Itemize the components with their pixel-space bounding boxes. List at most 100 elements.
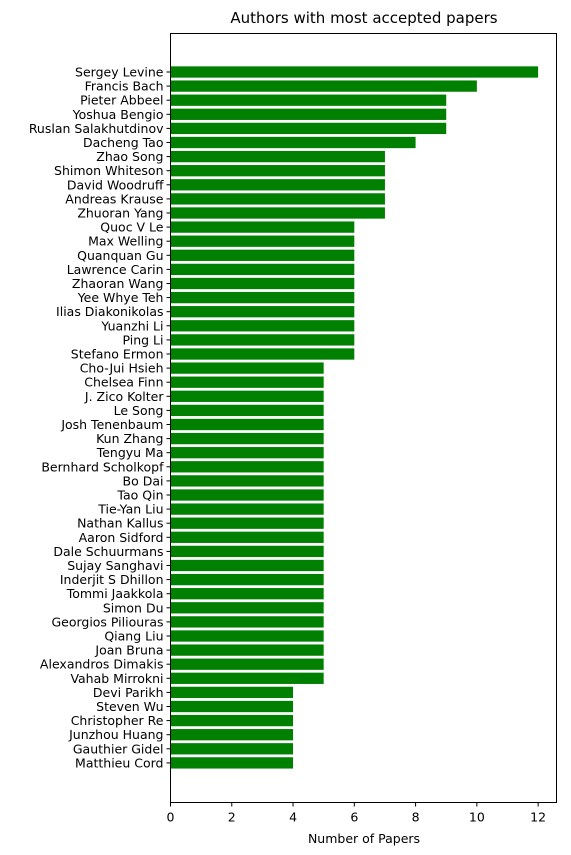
bar xyxy=(170,489,324,501)
x-tick-label: 6 xyxy=(350,810,358,825)
bar xyxy=(170,150,385,163)
y-tick-label: Yee Whye Teh xyxy=(77,290,164,305)
y-tick-label: Andreas Krause xyxy=(65,191,164,206)
y-tick-label: Kun Zhang xyxy=(96,431,163,446)
y-tick-label: Quanquan Gu xyxy=(77,248,163,263)
plot-frame xyxy=(170,33,557,803)
bar xyxy=(170,376,324,388)
bar xyxy=(170,531,324,543)
bar xyxy=(170,517,324,529)
y-tick-label: Stefano Ermon xyxy=(71,347,164,362)
y-tick-label: Tie-Yan Liu xyxy=(97,502,163,517)
bar xyxy=(170,66,539,78)
y-tick-label: Ruslan Salakhutdinov xyxy=(29,121,164,136)
bar xyxy=(170,136,416,149)
bar xyxy=(170,672,324,684)
bar xyxy=(170,291,355,304)
bar xyxy=(170,235,355,247)
y-tick-label: Junzhou Huang xyxy=(68,727,163,742)
y-tick-label: Yoshua Bengio xyxy=(72,107,164,122)
chart-title: Authors with most accepted papers xyxy=(230,9,497,27)
y-tick-label: Inderjit S Dhillon xyxy=(60,572,164,587)
bar xyxy=(170,306,355,318)
y-tick-label: Zhaoran Wang xyxy=(72,276,164,291)
bar xyxy=(170,221,355,233)
bar xyxy=(170,714,294,727)
y-tick-label: Quoc V Le xyxy=(100,220,164,235)
y-tick-label: Lawrence Carin xyxy=(67,262,164,277)
y-tick-label: Sujay Sanghavi xyxy=(67,558,163,573)
y-tick-label: Chelsea Finn xyxy=(84,375,163,390)
y-tick-label: Nathan Kallus xyxy=(77,516,163,531)
bar xyxy=(170,616,324,628)
bar xyxy=(170,418,324,431)
y-tick-label: Yuanzhi Li xyxy=(100,318,163,333)
bar xyxy=(170,475,324,487)
bar xyxy=(170,348,355,360)
y-tick-label: Christopher Re xyxy=(71,713,164,728)
y-tick-label: Max Welling xyxy=(88,234,163,249)
bar xyxy=(170,94,447,106)
x-ticks: 0 2 4 6 8 10 12 xyxy=(167,802,546,825)
bar xyxy=(170,644,324,656)
y-tick-label: Cho-Jui Hsieh xyxy=(80,361,164,376)
bar xyxy=(170,80,477,92)
y-tick-label: Joan Bruna xyxy=(94,643,163,658)
bar xyxy=(170,602,324,614)
x-tick-label: 4 xyxy=(289,810,297,825)
y-tick-label: Bo Dai xyxy=(123,473,164,488)
y-tick-label: Ping Li xyxy=(122,332,163,347)
bar xyxy=(170,362,324,374)
bar xyxy=(170,165,385,177)
bar xyxy=(170,179,385,191)
bar xyxy=(170,207,385,219)
y-tick-label: Ilias Diakonikolas xyxy=(56,304,163,319)
y-tick-label: Alexandros Dimakis xyxy=(40,657,164,672)
y-tick-label: Sergey Levine xyxy=(75,65,164,80)
y-tick-label: Tao Qin xyxy=(116,488,163,503)
bar xyxy=(170,334,355,346)
bar xyxy=(170,390,324,402)
y-tick-label: Francis Bach xyxy=(85,79,164,94)
y-tick-label: Bernhard Scholkopf xyxy=(41,459,164,474)
bar xyxy=(170,193,385,205)
x-tick-label: 8 xyxy=(412,810,420,825)
bars-group xyxy=(170,66,539,769)
y-tick-label: Devi Parikh xyxy=(93,685,164,700)
bar xyxy=(170,122,447,135)
x-axis-label: Number of Papers xyxy=(308,831,420,846)
bar xyxy=(170,743,294,755)
bar xyxy=(170,277,355,290)
bar xyxy=(170,404,324,417)
y-tick-label: Aaron Sidford xyxy=(79,530,164,545)
y-tick-label: Steven Wu xyxy=(96,699,163,714)
y-tick-label: Shimon Whiteson xyxy=(54,163,163,178)
y-tick-label: Georgios Piliouras xyxy=(51,614,163,629)
x-tick-label: 0 xyxy=(167,810,175,825)
bar xyxy=(170,432,324,445)
bar xyxy=(170,700,294,713)
y-tick-label: Zhao Song xyxy=(96,149,163,164)
y-tick-label: Pieter Abbeel xyxy=(80,93,163,108)
bar xyxy=(170,249,355,261)
y-tick-label: Gauthier Gidel xyxy=(73,741,164,756)
y-tick-label: Josh Tenenbaum xyxy=(60,417,163,432)
bar xyxy=(170,686,294,699)
x-tick-label: 2 xyxy=(228,810,236,825)
y-tick-label: Simon Du xyxy=(103,600,164,615)
bar xyxy=(170,263,355,276)
bar xyxy=(170,630,324,642)
y-tick-label: Dacheng Tao xyxy=(83,135,163,150)
y-tick-label: Zhuoran Yang xyxy=(77,206,163,221)
bar xyxy=(170,729,294,741)
bar xyxy=(170,573,324,586)
bar xyxy=(170,447,324,459)
bar xyxy=(170,757,294,769)
bar xyxy=(170,320,355,332)
bar xyxy=(170,545,324,558)
x-tick-label: 12 xyxy=(530,810,546,825)
y-tick-label: Qiang Liu xyxy=(104,629,163,644)
bar xyxy=(170,559,324,572)
